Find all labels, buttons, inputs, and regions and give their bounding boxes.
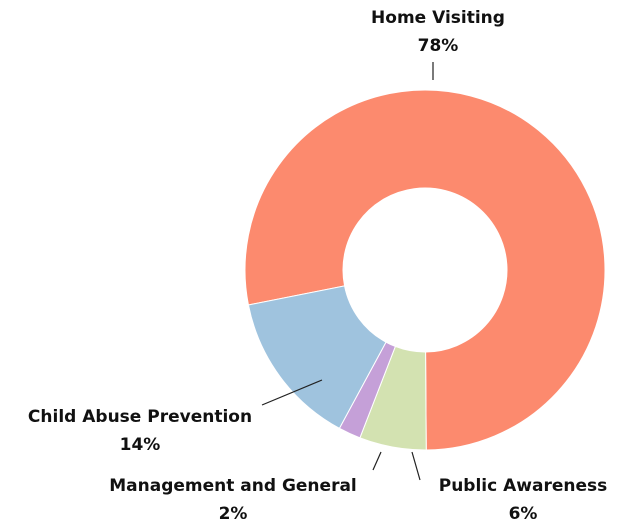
slice-value-label: 2% (219, 504, 248, 524)
slice-value-label: 78% (418, 36, 459, 56)
donut-slice (247, 285, 387, 430)
slice-value-label: 6% (509, 504, 538, 524)
slice-label: Management and General (109, 476, 357, 496)
donut-slice (244, 89, 606, 451)
slice-label: Child Abuse Prevention (28, 407, 252, 427)
slice-label: Public Awareness (439, 476, 608, 496)
slice-value-label: 14% (120, 435, 161, 455)
slice-label: Home Visiting (371, 8, 505, 28)
leader-line (411, 451, 421, 481)
leader-line (261, 379, 323, 406)
leader-line (372, 451, 382, 471)
